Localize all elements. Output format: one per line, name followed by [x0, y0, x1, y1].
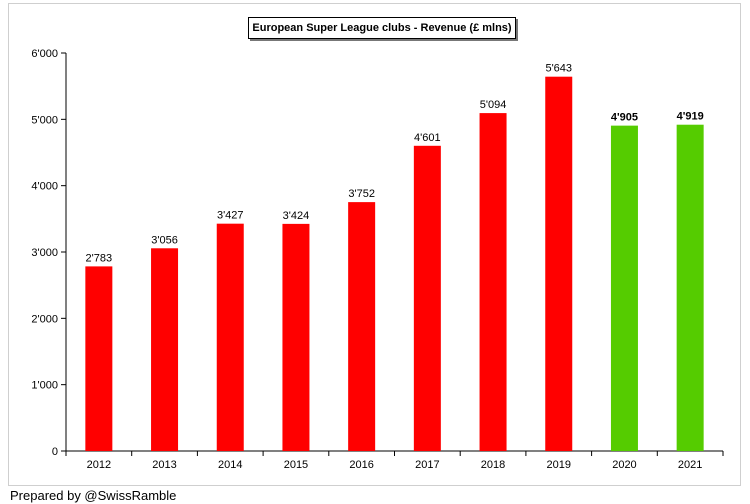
bar-2012	[85, 266, 113, 451]
x-tick-label-2020: 2020	[612, 459, 636, 471]
y-tick-label: 6'000	[31, 48, 58, 60]
value-label-2012: 2'783	[86, 252, 113, 264]
value-label-2018: 5'094	[480, 99, 507, 111]
chart-title: European Super League clubs - Revenue (£…	[248, 17, 516, 39]
value-label-2015: 3'424	[283, 210, 310, 222]
footer-credit: Prepared by @SwissRamble	[10, 488, 177, 503]
value-label-2019: 5'643	[545, 63, 572, 75]
x-tick-label-2014: 2014	[218, 459, 242, 471]
y-tick-label: 5'000	[31, 114, 58, 126]
value-label-2014: 3'427	[217, 210, 244, 222]
bar-2020	[610, 125, 638, 451]
y-tick-label: 3'000	[31, 247, 58, 259]
x-tick-label-2021: 2021	[678, 459, 702, 471]
x-tick-label-2013: 2013	[152, 459, 176, 471]
bar-2021	[676, 124, 704, 452]
bar-2018	[479, 113, 507, 452]
value-label-2016: 3'752	[348, 188, 375, 200]
value-label-2021: 4'919	[677, 111, 704, 123]
y-tick-label: 1'000	[31, 380, 58, 392]
value-label-2017: 4'601	[414, 132, 441, 144]
value-label-2020: 4'905	[611, 112, 638, 124]
y-tick-label: 0	[52, 446, 58, 458]
x-tick-label-2017: 2017	[415, 459, 439, 471]
x-tick-label-2016: 2016	[349, 459, 373, 471]
y-tick-label: 4'000	[31, 181, 58, 193]
bar-2019	[545, 76, 573, 451]
bar-2016	[348, 202, 376, 451]
x-tick-label-2019: 2019	[547, 459, 571, 471]
x-tick-label-2015: 2015	[284, 459, 308, 471]
x-tick-label-2012: 2012	[87, 459, 111, 471]
bar-2013	[151, 248, 179, 451]
value-label-2013: 3'056	[151, 234, 178, 246]
x-tick-label-2018: 2018	[481, 459, 505, 471]
bar-2015	[282, 223, 310, 451]
bar-2017	[413, 145, 441, 451]
y-tick-label: 2'000	[31, 313, 58, 325]
bar-2014	[216, 223, 244, 451]
